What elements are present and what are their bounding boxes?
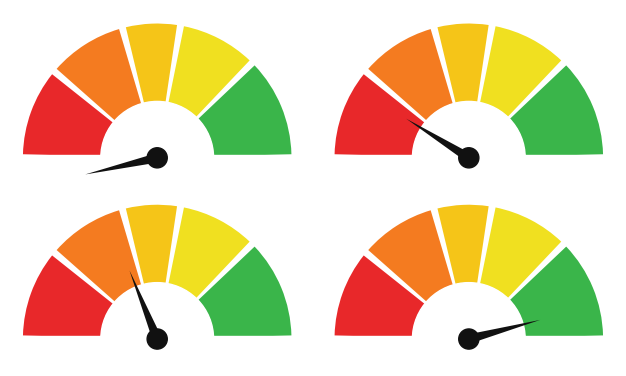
Polygon shape bbox=[85, 153, 158, 174]
Bar bbox=[0, 155, 319, 225]
Circle shape bbox=[459, 148, 479, 168]
Wedge shape bbox=[198, 247, 292, 338]
Wedge shape bbox=[510, 247, 603, 338]
Wedge shape bbox=[126, 205, 177, 284]
Wedge shape bbox=[334, 255, 424, 338]
Polygon shape bbox=[468, 320, 540, 344]
Circle shape bbox=[413, 102, 525, 214]
Wedge shape bbox=[438, 24, 489, 103]
Wedge shape bbox=[168, 26, 250, 117]
Circle shape bbox=[413, 283, 525, 376]
Wedge shape bbox=[56, 210, 141, 302]
Wedge shape bbox=[438, 205, 489, 284]
Wedge shape bbox=[480, 208, 562, 298]
Wedge shape bbox=[168, 208, 250, 298]
Bar bbox=[307, 155, 626, 225]
Bar bbox=[0, 337, 319, 376]
Wedge shape bbox=[510, 65, 603, 156]
Wedge shape bbox=[480, 26, 562, 117]
Polygon shape bbox=[130, 271, 162, 341]
Wedge shape bbox=[126, 24, 177, 103]
Wedge shape bbox=[198, 65, 292, 156]
Bar bbox=[307, 337, 626, 376]
Wedge shape bbox=[56, 29, 141, 120]
Wedge shape bbox=[23, 255, 113, 338]
Circle shape bbox=[147, 329, 167, 349]
Polygon shape bbox=[406, 119, 471, 162]
Circle shape bbox=[101, 283, 213, 376]
Wedge shape bbox=[368, 210, 453, 302]
Wedge shape bbox=[334, 74, 424, 156]
Circle shape bbox=[101, 102, 213, 214]
Circle shape bbox=[459, 329, 479, 349]
Wedge shape bbox=[23, 74, 113, 156]
Wedge shape bbox=[368, 29, 453, 120]
Circle shape bbox=[147, 148, 167, 168]
